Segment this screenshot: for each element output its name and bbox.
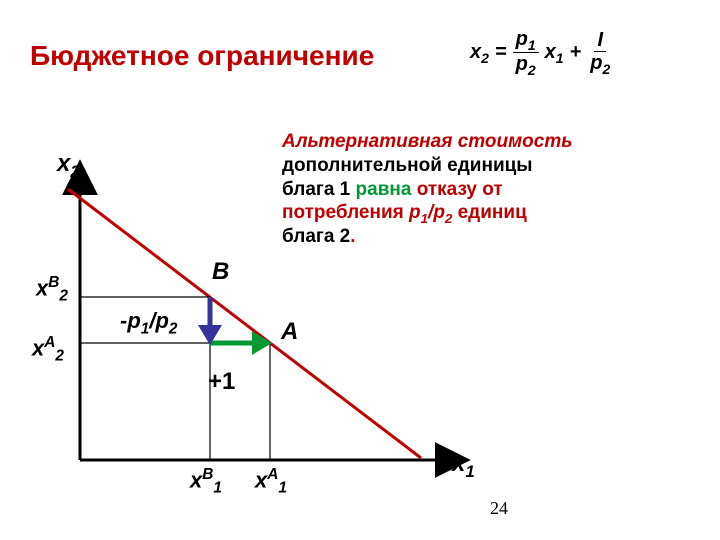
tick-label-xa1: xA1 <box>255 467 287 496</box>
page-title: Бюджетное ограничение <box>30 40 374 72</box>
page-number: 24 <box>490 498 508 519</box>
tick-label-xa2: xA2 <box>32 335 64 364</box>
point-label-b: B <box>212 258 229 286</box>
slope-label: -p1/p2 <box>120 308 177 337</box>
axis-label-x1: x1 <box>452 450 475 481</box>
delta-plus1: +1 <box>208 368 235 396</box>
tick-label-xb2: xB2 <box>36 275 68 304</box>
axis-label-x2: x2 <box>57 150 80 181</box>
opportunity-cost-text: Альтернативная стоимость дополнительной … <box>282 130 573 249</box>
point-label-a: A <box>281 318 298 346</box>
budget-diagram <box>0 0 720 540</box>
budget-equation: x2=p1p2x1+Ip2 <box>470 28 613 77</box>
tick-label-xb1: xB1 <box>190 467 222 496</box>
